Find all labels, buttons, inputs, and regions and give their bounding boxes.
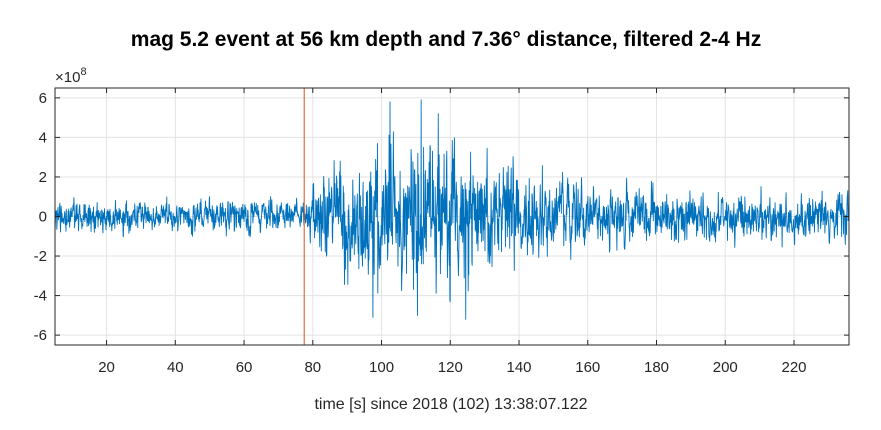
- y-tick-label: -4: [34, 288, 47, 305]
- x-tick-labels: 20 40 60 80 100 120 140 160 180 200 220: [98, 359, 806, 376]
- x-tick-label: 120: [438, 359, 463, 376]
- x-tick-label: 60: [236, 359, 253, 376]
- y-tick-labels: -6 -4 -2 0 2 4 6: [34, 90, 47, 344]
- y-tick-label: 2: [39, 169, 47, 186]
- x-tick-label: 40: [167, 359, 184, 376]
- x-tick-label: 20: [98, 359, 115, 376]
- x-tick-label: 80: [304, 359, 321, 376]
- y-tick-label: 0: [39, 209, 47, 226]
- x-tick-label: 100: [369, 359, 394, 376]
- x-tick-label: 200: [713, 359, 738, 376]
- chart-title: mag 5.2 event at 56 km depth and 7.36° d…: [131, 28, 761, 51]
- waveform-series: [54, 99, 850, 320]
- y-tick-label: 6: [39, 90, 47, 107]
- x-tick-label: 140: [507, 359, 532, 376]
- x-axis-label: time [s] since 2018 (102) 13:38:07.122: [314, 396, 587, 413]
- x-tick-label: 220: [781, 359, 806, 376]
- axis-ticks: [55, 88, 849, 345]
- x-tick-label: 160: [575, 359, 600, 376]
- y-tick-label: 4: [39, 129, 47, 146]
- grid: [55, 88, 849, 345]
- y-tick-label: -6: [34, 327, 47, 344]
- y-tick-label: -2: [34, 248, 47, 265]
- x-tick-label: 180: [644, 359, 669, 376]
- y-exponent-label: ×108: [55, 66, 87, 86]
